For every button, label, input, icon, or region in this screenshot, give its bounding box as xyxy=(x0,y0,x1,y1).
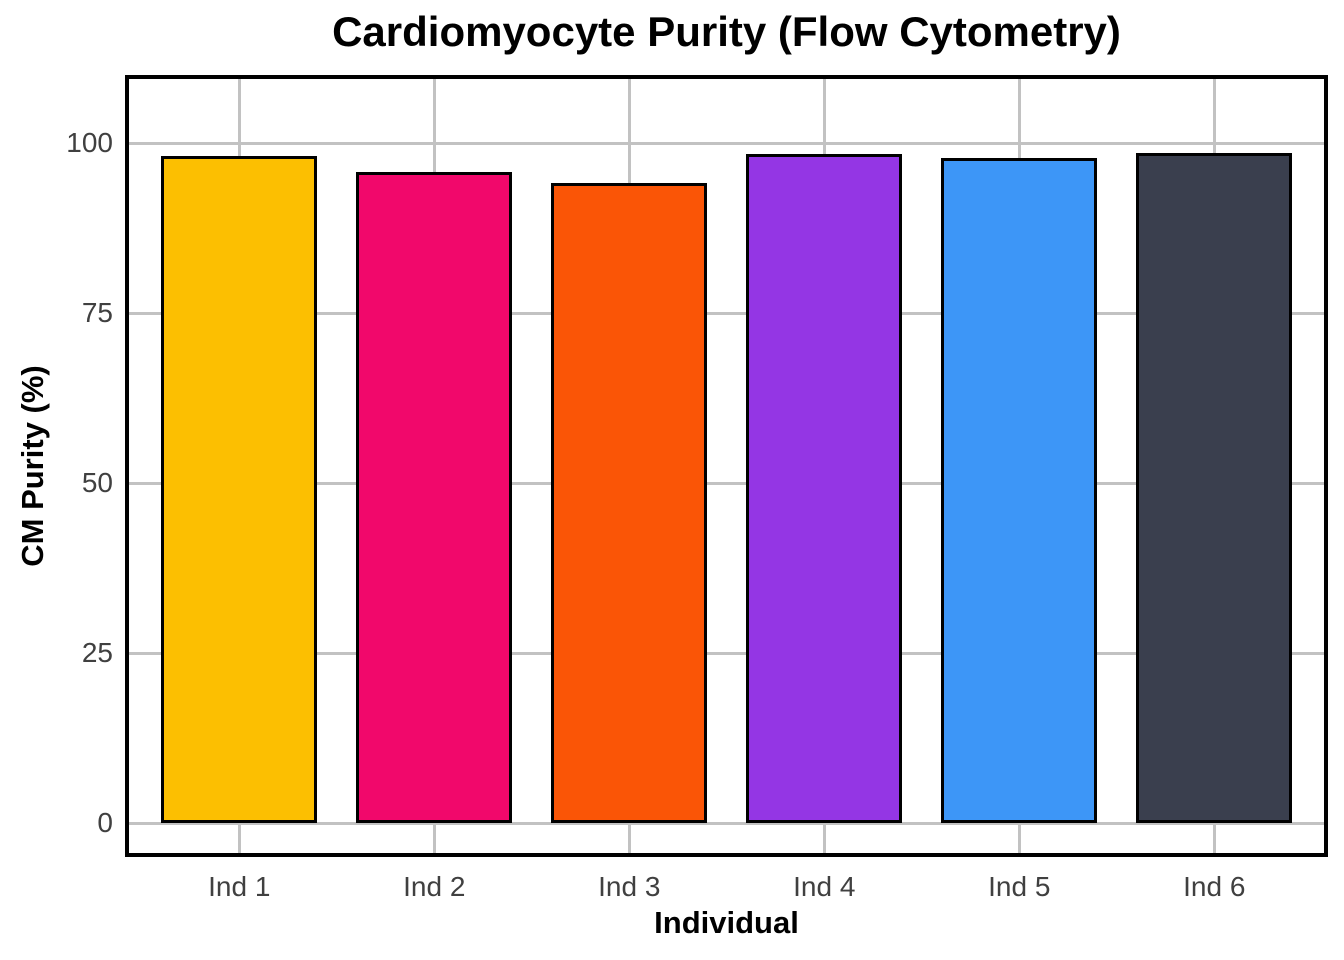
y-tick-label-50: 50 xyxy=(81,467,113,499)
y-tick-label-0: 0 xyxy=(97,807,113,839)
x-axis-title: Individual xyxy=(654,905,799,940)
bar-ind-5 xyxy=(941,157,1098,824)
y-tick-label-75: 75 xyxy=(81,297,113,329)
plot-panel xyxy=(125,75,1328,857)
x-tick-label-ind-3: Ind 3 xyxy=(598,871,661,902)
h-gridline-0 xyxy=(125,821,1328,825)
bar-ind-4 xyxy=(746,154,903,824)
x-tick-label-ind-5: Ind 5 xyxy=(988,871,1051,902)
bar-ind-3 xyxy=(551,182,708,824)
bar-ind-1 xyxy=(161,155,318,824)
h-gridline-75 xyxy=(125,311,1328,315)
bar-ind-6 xyxy=(1136,152,1293,824)
x-tick-label-ind-1: Ind 1 xyxy=(208,871,271,902)
x-tick-label-ind-6: Ind 6 xyxy=(1183,871,1246,902)
h-gridline-25 xyxy=(125,651,1328,655)
bar-ind-2 xyxy=(356,171,513,824)
h-gridline-100 xyxy=(125,141,1328,145)
chart-title: Cardiomyocyte Purity (Flow Cytometry) xyxy=(332,8,1121,55)
h-gridline-50 xyxy=(125,481,1328,485)
x-tick-label-ind-2: Ind 2 xyxy=(403,871,466,902)
y-tick-label-100: 100 xyxy=(66,127,113,159)
x-tick-label-ind-4: Ind 4 xyxy=(793,871,856,902)
y-tick-label-25: 25 xyxy=(81,637,113,669)
